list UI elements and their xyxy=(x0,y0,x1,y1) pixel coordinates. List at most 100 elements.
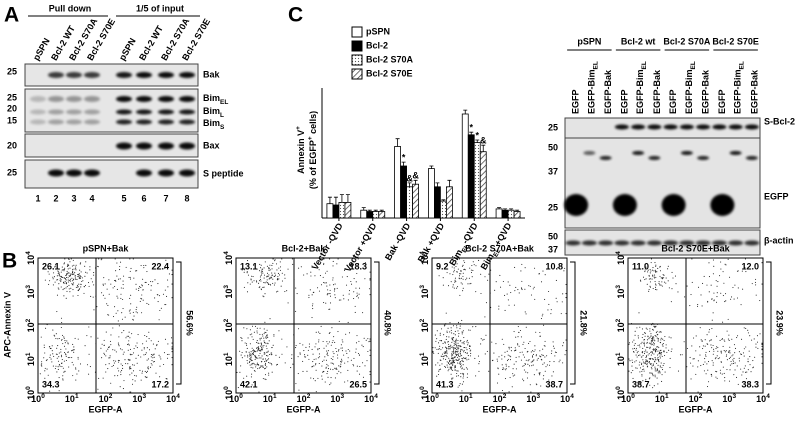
event-dot xyxy=(259,263,261,265)
event-dot xyxy=(128,310,130,312)
event-dot xyxy=(76,373,78,375)
event-dot xyxy=(135,283,137,285)
event-dot xyxy=(484,353,486,355)
event-dot xyxy=(347,369,349,371)
event-dot xyxy=(498,305,500,307)
event-dot xyxy=(129,258,131,260)
event-dot xyxy=(659,270,662,272)
event-dot xyxy=(631,365,633,367)
event-dot xyxy=(461,283,463,285)
event-dot xyxy=(440,355,442,357)
event-dot xyxy=(130,294,132,296)
event-dot xyxy=(97,337,99,339)
blot-band xyxy=(614,124,629,130)
event-dot xyxy=(355,287,357,289)
event-dot xyxy=(653,337,655,339)
blot-band xyxy=(48,119,64,125)
event-dot xyxy=(461,319,463,322)
event-dot xyxy=(239,350,241,352)
event-dot xyxy=(58,288,60,290)
event-dot xyxy=(457,386,459,388)
event-dot xyxy=(710,339,712,341)
event-dot xyxy=(451,363,453,365)
event-dot xyxy=(63,282,65,284)
tick-exp: 1 xyxy=(419,352,426,356)
event-dot xyxy=(648,274,650,276)
event-dot xyxy=(642,276,645,278)
event-dot xyxy=(347,380,349,382)
event-dot xyxy=(259,352,261,354)
event-dot xyxy=(646,351,648,353)
event-dot xyxy=(531,356,534,358)
event-dot xyxy=(450,346,452,348)
event-dot xyxy=(241,269,243,271)
event-dot xyxy=(659,266,661,268)
event-dot xyxy=(555,351,557,354)
event-dot xyxy=(452,354,454,356)
event-dot xyxy=(517,289,519,291)
blot-band xyxy=(84,109,100,115)
tick-exp: 0 xyxy=(435,393,439,400)
event-dot xyxy=(278,356,280,358)
event-dot xyxy=(495,343,497,345)
event-dot xyxy=(706,363,708,365)
event-dot xyxy=(253,363,255,365)
event-dot xyxy=(114,285,116,288)
event-dot xyxy=(129,337,131,339)
event-dot xyxy=(565,297,567,299)
event-dot xyxy=(660,284,662,286)
event-dot xyxy=(44,367,46,369)
y-tick-label: 100 xyxy=(223,386,234,400)
event-dot xyxy=(119,261,122,263)
event-dot xyxy=(359,365,361,368)
event-dot xyxy=(150,285,152,287)
event-dot xyxy=(109,340,111,342)
event-dot xyxy=(255,341,258,343)
event-dot xyxy=(351,258,353,260)
event-dot xyxy=(258,349,260,351)
event-dot xyxy=(334,341,336,343)
event-dot xyxy=(554,351,556,353)
event-dot xyxy=(452,337,454,339)
event-dot xyxy=(735,376,738,379)
event-dot xyxy=(123,275,125,277)
event-dot xyxy=(101,258,103,260)
event-dot xyxy=(662,343,664,345)
event-dot xyxy=(164,289,166,291)
event-dot xyxy=(154,279,156,281)
event-dot xyxy=(49,390,51,392)
event-dot xyxy=(58,352,60,354)
event-dot xyxy=(659,372,661,374)
event-dot xyxy=(329,292,331,295)
event-dot xyxy=(241,340,243,342)
event-dot xyxy=(60,362,63,364)
event-dot xyxy=(482,339,484,341)
event-dot xyxy=(122,388,124,390)
event-dot xyxy=(731,363,733,365)
event-dot xyxy=(352,363,354,366)
event-dot xyxy=(328,341,330,343)
x-tick-label: 102 xyxy=(689,393,703,404)
blot-band xyxy=(136,72,152,78)
event-dot xyxy=(744,258,747,260)
event-dot xyxy=(636,352,638,354)
event-dot xyxy=(77,338,79,340)
event-dot xyxy=(129,353,131,355)
event-dot xyxy=(117,375,119,377)
event-dot xyxy=(109,355,111,357)
event-dot xyxy=(310,377,312,379)
event-dot xyxy=(656,362,658,364)
event-dot xyxy=(326,373,328,375)
event-dot xyxy=(43,357,45,359)
event-dot xyxy=(443,334,445,336)
event-dot xyxy=(97,388,99,390)
mw-marker: 37 xyxy=(548,244,558,254)
blot-band xyxy=(158,142,174,150)
blot-band xyxy=(612,194,637,216)
blot-band xyxy=(679,240,695,246)
blot-band xyxy=(728,240,744,246)
event-dot xyxy=(702,363,704,365)
event-dot xyxy=(114,375,116,377)
tick-exp: 0 xyxy=(239,393,243,400)
event-dot xyxy=(652,373,654,375)
